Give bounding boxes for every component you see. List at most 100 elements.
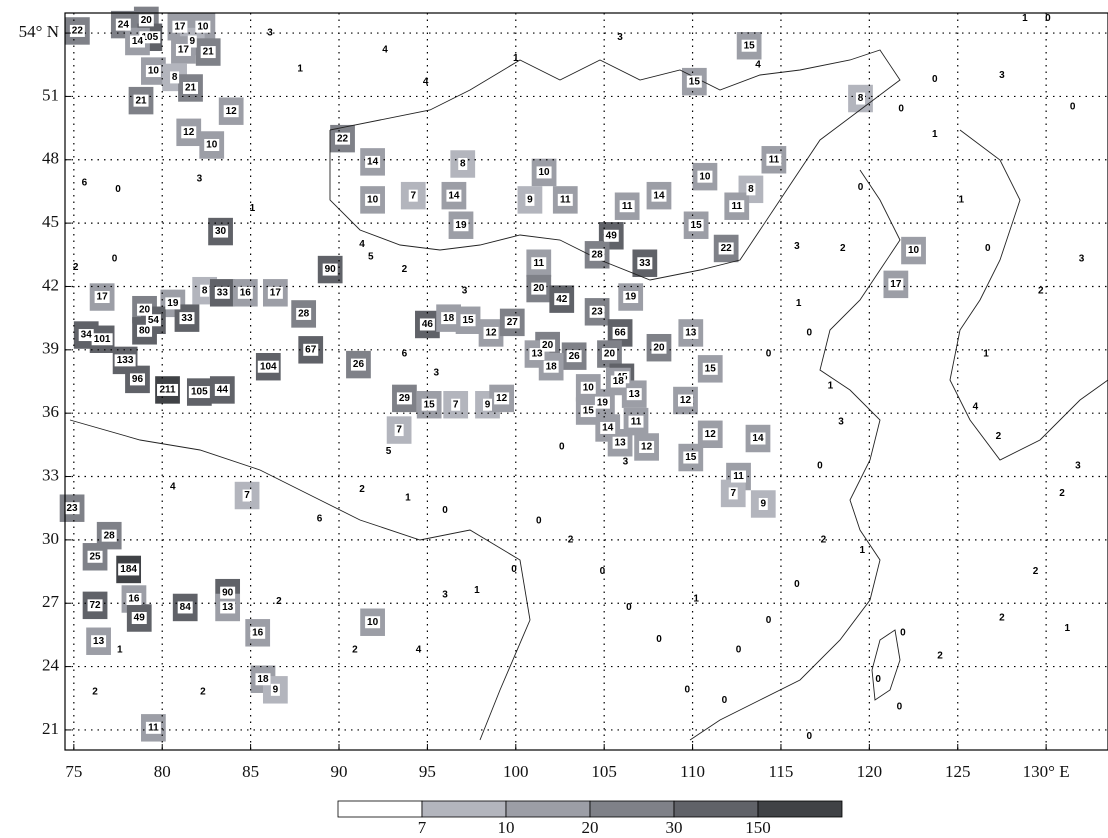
station-value: 67 [305, 344, 317, 355]
station-value: 20 [139, 304, 151, 315]
station-value: 12 [705, 429, 717, 440]
station-value: 22 [72, 26, 84, 37]
station-value: 1 [983, 349, 989, 360]
station-value: 20 [604, 349, 616, 360]
station-value: 18 [546, 361, 558, 372]
station-value: 0 [898, 104, 904, 115]
station-value: 1 [250, 203, 256, 214]
x-tick-label: 105 [591, 762, 617, 781]
colorbar-label: 20 [582, 818, 599, 837]
station-value: 3 [999, 70, 1005, 81]
station-value: 2 [937, 651, 943, 662]
y-tick-label: 36 [42, 402, 59, 421]
station-value: 2 [359, 484, 365, 495]
station-value: 12 [226, 106, 238, 117]
station-value: 0 [806, 328, 812, 339]
station-value: 2 [1038, 285, 1044, 296]
coastline [872, 630, 900, 700]
station-value: 7 [730, 488, 736, 499]
station-value: 2 [276, 596, 282, 607]
station-value: 11 [631, 416, 642, 427]
station-value: 11 [731, 201, 742, 212]
station-value: 26 [569, 351, 581, 362]
station-value: 4 [359, 239, 365, 250]
station-value: 4 [755, 59, 761, 70]
station-value: 3 [623, 456, 629, 467]
station-value: 0 [932, 74, 938, 85]
station-value: 15 [689, 76, 701, 87]
station-value: 17 [270, 287, 282, 298]
station-value: 8 [202, 285, 208, 296]
colorbar-box [590, 801, 674, 817]
station-value: 16 [128, 594, 140, 605]
station-value: 23 [67, 503, 79, 514]
station-value: 0 [806, 731, 812, 742]
station-value: 0 [442, 505, 448, 516]
station-value: 12 [183, 127, 195, 138]
station-value: 8 [858, 93, 864, 104]
station-value: 17 [174, 21, 186, 32]
station-value: 13 [685, 328, 697, 339]
station-value: 44 [217, 385, 229, 396]
colorbar-box [758, 801, 842, 817]
station-value: 21 [185, 83, 197, 94]
station-value: 15 [424, 399, 436, 410]
station-value: 1 [297, 64, 303, 75]
station-value: 9 [760, 499, 766, 510]
station-value: 22 [337, 133, 349, 144]
station-value: 15 [744, 40, 756, 51]
station-value: 24 [118, 19, 130, 30]
station-value: 72 [89, 600, 101, 611]
station-value: 2 [92, 687, 98, 698]
station-value: 0 [656, 634, 662, 645]
colorbar-label: 7 [418, 818, 427, 837]
station-value: 211 [159, 385, 176, 396]
station-value: 104 [260, 361, 277, 372]
station-value: 17 [178, 45, 190, 56]
map: 2224201710105149172110821211212101515822… [0, 0, 1108, 838]
station-value: 0 [115, 184, 121, 195]
station-value: 10 [908, 245, 920, 256]
station-value: 10 [148, 66, 160, 77]
x-tick-label: 120 [857, 762, 883, 781]
x-tick-label: 80 [154, 762, 171, 781]
station-value: 29 [399, 393, 411, 404]
x-tick-label: 75 [65, 762, 82, 781]
station-value: 0 [536, 516, 542, 527]
station-value: 14 [448, 190, 460, 201]
station-value: 3 [442, 589, 448, 600]
station-value: 17 [97, 292, 109, 303]
station-value: 10 [367, 617, 379, 628]
station-value: 15 [691, 220, 703, 231]
station-value: 3 [838, 416, 844, 427]
station-value: 33 [639, 258, 651, 269]
x-tick-label: 90 [331, 762, 348, 781]
station-value: 2 [1033, 566, 1039, 577]
station-value: 133 [117, 355, 134, 366]
station-value: 16 [252, 627, 264, 638]
x-tick-label: 95 [419, 762, 436, 781]
colorbar-box [674, 801, 758, 817]
station-value: 17 [890, 279, 902, 290]
station-value: 0 [875, 674, 881, 685]
station-value: 1 [117, 644, 123, 655]
station-value: 66 [615, 328, 627, 339]
station-value: 5 [368, 252, 374, 263]
station-value: 90 [325, 264, 337, 275]
station-value: 9 [485, 399, 491, 410]
station-value: 14 [653, 190, 665, 201]
station-value: 21 [203, 47, 215, 58]
station-value: 80 [139, 325, 151, 336]
station-value: 1 [1065, 623, 1071, 634]
station-value: 0 [985, 243, 991, 254]
station-value: 11 [533, 258, 544, 269]
shading [60, 7, 926, 742]
station-value: 19 [625, 292, 637, 303]
station-value: 1 [693, 594, 699, 605]
station-value: 10 [367, 195, 379, 206]
station-value: 14 [752, 433, 764, 444]
x-tick-label: 130° E [1023, 762, 1070, 781]
station-value: 1 [932, 129, 938, 140]
x-tick-label: 115 [769, 762, 794, 781]
station-value: 8 [748, 184, 754, 195]
